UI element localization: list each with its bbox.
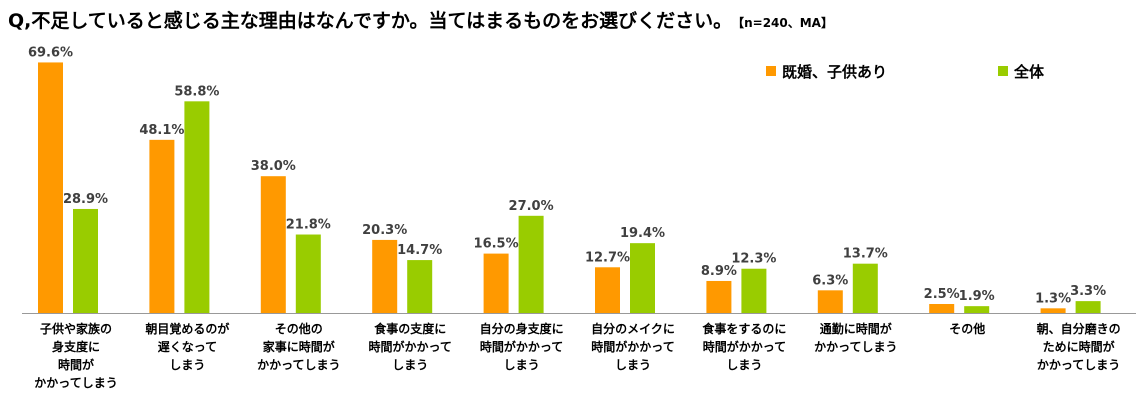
data-label-all-9: 1.9% [959, 289, 995, 304]
category-label-2: 朝目覚めるのが遅くなってしまう [145, 321, 229, 372]
bar-all-6 [630, 243, 655, 313]
bar-all-5 [518, 215, 544, 313]
legend-swatch-married-with-children [766, 66, 776, 76]
bar-all-1 [73, 208, 98, 313]
bar-all-4 [407, 260, 433, 313]
bar-all-7 [741, 268, 767, 313]
data-label-all-6: 19.4% [620, 226, 665, 241]
data-label-married-with-children-9: 2.5% [924, 287, 960, 302]
category-label-1: 子供や家族の身支度に時間がかかってしまう [34, 321, 117, 390]
category-label-6: 自分のメイクに時間がかかってしまう [591, 321, 675, 372]
category-label-4: 食事の支度に時間がかかってしまう [368, 321, 451, 372]
bar-married-with-children-10 [1040, 308, 1066, 313]
data-label-married-with-children-8: 6.3% [812, 273, 848, 288]
data-label-married-with-children-6: 12.7% [585, 250, 630, 265]
bar-married-with-children-1 [38, 62, 63, 313]
bar-married-with-children-2 [149, 139, 175, 313]
bar-all-2 [184, 101, 210, 313]
bar-married-with-children-7 [706, 280, 732, 313]
category-label-8: 通勤に時間がかかってしまう [814, 321, 897, 354]
data-label-married-with-children-10: 1.3% [1035, 291, 1071, 306]
data-label-married-with-children-7: 8.9% [701, 264, 737, 279]
data-label-all-3: 21.8% [286, 218, 331, 233]
bar-married-with-children-6 [595, 267, 620, 313]
bar-all-9 [964, 306, 990, 313]
sample-note: 【n=240、MA】 [738, 16, 833, 30]
legend-swatch-all [998, 66, 1008, 76]
category-label-10: 朝、自分磨きのために時間がかかってしまう [1037, 321, 1121, 372]
category-label-9: その他 [949, 321, 985, 336]
bar-all-10 [1075, 301, 1101, 313]
data-label-all-5: 27.0% [509, 199, 554, 214]
bar-married-with-children-3 [260, 176, 286, 313]
data-label-all-8: 13.7% [843, 247, 888, 262]
category-label-7: 食事をするのに時間がかかってしまう [701, 321, 786, 372]
data-label-all-10: 3.3% [1070, 284, 1106, 299]
bar-married-with-children-5 [483, 253, 509, 313]
data-label-all-7: 12.3% [731, 252, 776, 267]
category-label-5: 自分の身支度に時間がかかってしまう [480, 321, 564, 372]
data-label-all-4: 14.7% [397, 243, 442, 258]
legend-label-all: 全体 [1013, 63, 1045, 81]
data-label-married-with-children-3: 38.0% [251, 159, 296, 174]
chart-title: Q,不足していると感じる主な理由はなんですか。当てはまるものをお選びください。【… [8, 6, 833, 33]
data-label-married-with-children-2: 48.1% [139, 123, 184, 138]
data-label-married-with-children-1: 69.6% [28, 45, 73, 60]
data-label-married-with-children-5: 16.5% [474, 237, 519, 252]
data-label-all-2: 58.8% [174, 84, 219, 99]
legend-label-married-with-children: 既婚、子供あり [782, 63, 887, 81]
data-label-all-1: 28.9% [63, 192, 108, 207]
bar-married-with-children-8 [817, 290, 843, 313]
bar-married-with-children-4 [372, 239, 398, 313]
bar-all-3 [295, 234, 321, 313]
data-label-married-with-children-4: 20.3% [362, 223, 407, 238]
bar-all-8 [852, 263, 878, 313]
category-label-3: その他の家事に時間がかかってしまう [257, 321, 340, 372]
question-text: Q,不足していると感じる主な理由はなんですか。当てはまるものをお選びください。 [8, 10, 733, 32]
bar-married-with-children-9 [929, 304, 955, 313]
